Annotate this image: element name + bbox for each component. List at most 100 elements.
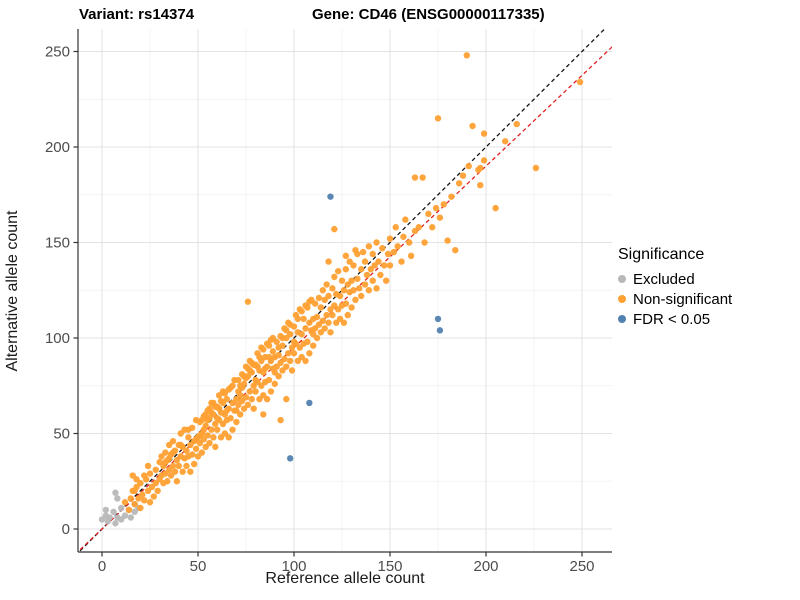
data-point [319,317,326,325]
data-point [271,380,278,388]
data-point [306,399,313,407]
data-point [112,520,119,527]
data-point [358,292,365,300]
data-point [290,323,298,330]
data-point [331,273,338,281]
data-point [164,478,171,485]
data-point [502,138,509,145]
data-point [229,382,236,389]
data-point [146,470,154,477]
data-point [302,357,309,365]
series-fdr-0-05 [286,193,444,462]
data-point [273,338,280,346]
data-point [285,350,292,357]
legend: Significance Excluded Non-significant FD… [618,246,798,329]
x-tick-label: 200 [473,558,498,575]
data-point [352,296,359,303]
data-point [121,512,129,519]
data-point [492,204,499,212]
y-tick-label: 250 [45,44,70,61]
data-point [336,292,344,300]
data-point [342,300,350,307]
data-point [294,315,302,323]
data-point [112,489,119,496]
expected-ratio-line [78,46,612,552]
data-point [304,304,311,311]
data-point [356,285,363,292]
data-point [298,330,305,338]
legend-item-fdr: FDR < 0.05 [618,309,798,329]
data-point [406,239,413,246]
data-point [340,319,348,326]
data-point [198,449,206,456]
data-point [390,248,398,256]
data-point [298,308,305,315]
data-point [121,499,129,506]
data-point [386,262,394,269]
x-tick-label: 0 [98,558,106,575]
data-point [227,415,234,422]
data-point [189,451,196,458]
data-point [265,342,273,349]
x-axis-label: Reference allele count [265,570,425,587]
data-point [469,122,476,130]
data-point [204,432,211,439]
data-point [240,380,248,388]
data-point [281,355,288,363]
data-point [169,462,177,470]
data-point [190,460,198,468]
data-point [384,250,392,258]
data-point [127,495,134,502]
data-point [286,357,294,365]
data-point [323,281,330,288]
data-point [429,224,436,231]
data-point [315,294,323,302]
data-point [398,258,405,265]
data-point [444,237,451,244]
data-point [242,394,250,401]
axes: 0 50 100 150 200 250 0 50 100 150 200 250 [45,29,612,575]
data-point [480,157,488,164]
data-point [350,262,357,269]
data-point [175,462,182,470]
data-point [363,271,371,279]
data-point [325,258,332,265]
legend-item-label: FDR < 0.05 [633,310,711,328]
data-point [344,311,351,319]
gridlines [78,29,612,552]
data-point [141,497,148,504]
data-point [365,243,373,250]
data-point [214,426,221,433]
data-point [210,434,217,441]
data-point [373,285,380,292]
data-point [313,334,321,342]
data-point [237,392,244,399]
data-point [208,426,215,433]
data-point [279,342,286,349]
data-point [477,164,484,172]
legend-item-non-significant: Non-significant [618,289,798,309]
data-point [373,239,380,246]
fdr-dot-icon [618,315,626,323]
y-tick-label: 50 [53,426,70,443]
series-excluded [98,489,142,527]
gene-title: Gene: CD46 (ENSG00000117335) [312,6,545,23]
data-point [477,182,484,189]
x-tick-label: 150 [377,558,402,575]
y-tick-label: 100 [45,330,70,347]
variant-title: Variant: rs14374 [79,6,195,23]
data-point [102,506,110,514]
x-tick-label: 250 [569,558,594,575]
data-point [185,434,192,441]
data-point [327,193,334,200]
data-point [323,311,330,319]
data-point [114,495,121,502]
data-point [325,319,332,326]
data-point [286,330,294,338]
data-point [421,239,428,246]
data-point [187,468,194,475]
data-point [173,478,181,485]
data-point [283,395,290,403]
data-point [169,437,177,445]
data-point [244,401,252,409]
